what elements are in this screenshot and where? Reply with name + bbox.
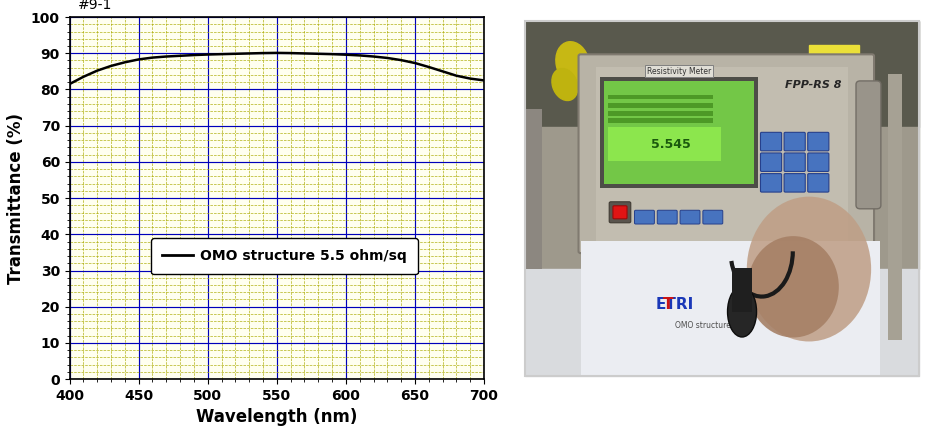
Bar [808, 45, 857, 74]
Ellipse shape [552, 69, 578, 101]
Bar [525, 269, 919, 376]
Bar [525, 109, 541, 269]
Text: ETRI: ETRI [654, 297, 692, 312]
Bar [608, 127, 719, 161]
FancyBboxPatch shape [679, 210, 699, 224]
FancyBboxPatch shape [702, 210, 722, 224]
Text: #9-1: #9-1 [78, 0, 112, 12]
Bar [525, 127, 919, 269]
Legend: OMO structure 5.5 ohm/sq: OMO structure 5.5 ohm/sq [151, 238, 417, 274]
Ellipse shape [747, 236, 838, 337]
Y-axis label: Transmittance (%): Transmittance (%) [7, 112, 25, 284]
FancyBboxPatch shape [783, 153, 805, 171]
Bar [600, 78, 757, 187]
Bar [730, 268, 752, 312]
Ellipse shape [555, 42, 589, 85]
FancyBboxPatch shape [578, 55, 873, 253]
FancyBboxPatch shape [783, 132, 805, 151]
X-axis label: Wavelength (nm): Wavelength (nm) [196, 409, 357, 426]
Bar [608, 95, 712, 99]
Bar [596, 67, 847, 241]
FancyBboxPatch shape [806, 174, 828, 192]
FancyBboxPatch shape [759, 174, 781, 192]
FancyBboxPatch shape [608, 202, 630, 223]
Bar [580, 241, 879, 376]
Bar [525, 21, 919, 127]
Bar [608, 103, 712, 107]
Text: FPP-RS 8: FPP-RS 8 [784, 80, 840, 89]
Text: Resistivity Meter: Resistivity Meter [646, 66, 710, 75]
Bar [887, 74, 901, 340]
FancyBboxPatch shape [656, 210, 677, 224]
FancyBboxPatch shape [855, 81, 880, 209]
Bar [603, 81, 753, 184]
FancyBboxPatch shape [634, 210, 654, 224]
FancyBboxPatch shape [806, 153, 828, 171]
FancyBboxPatch shape [759, 153, 781, 171]
Ellipse shape [746, 197, 870, 342]
Text: 5.545: 5.545 [650, 138, 690, 151]
Text: T: T [662, 297, 673, 312]
Bar [608, 111, 712, 116]
Ellipse shape [727, 286, 756, 337]
FancyBboxPatch shape [759, 132, 781, 151]
FancyBboxPatch shape [806, 132, 828, 151]
Bar [608, 118, 712, 123]
Text: 90.1 % @ 550nm: 90.1 % @ 550nm [261, 262, 391, 276]
FancyBboxPatch shape [783, 174, 805, 192]
Text: OMO structure: OMO structure [674, 321, 730, 330]
FancyBboxPatch shape [612, 206, 627, 219]
